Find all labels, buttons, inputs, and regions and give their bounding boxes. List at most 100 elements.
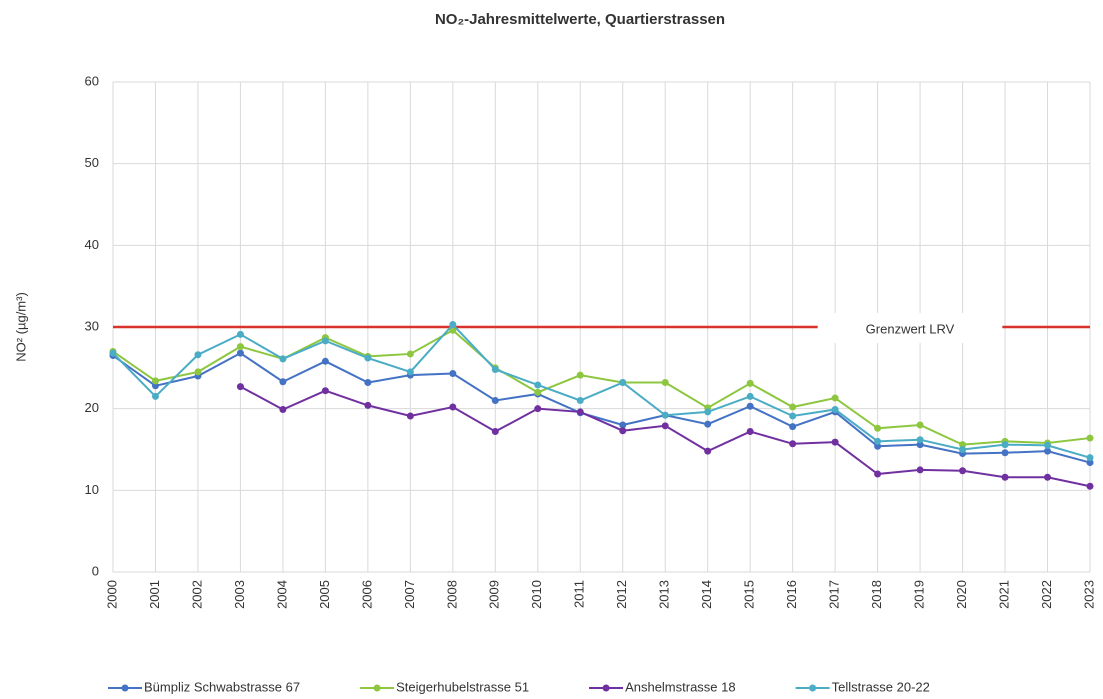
point xyxy=(746,428,754,436)
point xyxy=(1086,434,1094,442)
x-tick-label: 2023 xyxy=(1081,580,1096,609)
x-tick-label: 2018 xyxy=(869,580,884,609)
point xyxy=(534,381,542,389)
point xyxy=(321,357,329,365)
legend-marker xyxy=(373,684,381,692)
point xyxy=(704,420,712,428)
point xyxy=(1044,447,1052,455)
point xyxy=(704,447,712,455)
point xyxy=(364,379,372,387)
legend-label: Anshelmstrasse 18 xyxy=(625,679,736,694)
point xyxy=(789,412,797,420)
point xyxy=(321,387,329,395)
y-tick-label: 10 xyxy=(85,482,99,497)
chart-title: NO₂-Jahresmittelwerte, Quartierstrassen xyxy=(435,11,725,28)
y-tick-label: 30 xyxy=(85,318,99,333)
point xyxy=(491,428,499,436)
x-tick-label: 2001 xyxy=(147,580,162,609)
point xyxy=(959,446,967,453)
x-tick-label: 2010 xyxy=(529,580,544,609)
legend-label: Bümpliz Schwabstrasse 67 xyxy=(144,679,300,694)
legend-item: Bümpliz Schwabstrasse 67 xyxy=(108,679,300,694)
point xyxy=(1044,441,1052,449)
point xyxy=(534,405,542,413)
x-tick-label: 2004 xyxy=(274,580,289,609)
point xyxy=(789,403,797,411)
point xyxy=(959,441,967,449)
y-tick-label: 20 xyxy=(85,400,99,415)
point xyxy=(279,355,287,363)
point xyxy=(491,365,499,373)
point xyxy=(406,368,414,376)
x-tick-label: 2021 xyxy=(996,580,1011,609)
legend-marker xyxy=(602,684,610,692)
legend-label: Steigerhubelstrasse 51 xyxy=(396,679,529,694)
point xyxy=(1086,459,1094,467)
point xyxy=(1001,449,1009,457)
point xyxy=(406,350,414,358)
point xyxy=(236,383,244,391)
point xyxy=(1001,441,1009,449)
point xyxy=(789,440,797,448)
series-line xyxy=(112,323,1091,459)
point xyxy=(831,438,839,446)
point xyxy=(364,401,372,409)
point xyxy=(279,405,287,413)
point xyxy=(916,436,924,444)
point xyxy=(746,392,754,400)
point xyxy=(194,368,202,376)
point xyxy=(236,330,244,338)
series-line xyxy=(112,329,1091,446)
point xyxy=(831,394,839,402)
series-line xyxy=(112,351,1091,464)
point xyxy=(619,379,627,387)
point xyxy=(321,337,329,345)
point xyxy=(619,421,627,429)
x-tick-label: 2016 xyxy=(784,580,799,609)
point xyxy=(449,403,457,411)
point xyxy=(874,470,882,478)
point xyxy=(874,442,882,450)
legend-item: Tellstrasse 20-22 xyxy=(795,679,930,694)
point xyxy=(576,408,584,416)
x-tick-label: 2008 xyxy=(444,580,459,609)
y-axis-label: NO² (µg/m³) xyxy=(13,292,28,362)
point xyxy=(449,326,457,334)
point xyxy=(1086,482,1094,490)
point xyxy=(1086,454,1094,462)
y-tick-label: 50 xyxy=(85,155,99,170)
x-tick-label: 2012 xyxy=(614,580,629,609)
point xyxy=(874,437,882,445)
point xyxy=(1001,473,1009,481)
point xyxy=(746,402,754,410)
point xyxy=(831,405,839,413)
reference-label: Grenzwert LRV xyxy=(866,321,955,336)
point xyxy=(576,371,584,379)
x-tick-label: 2000 xyxy=(104,580,119,609)
point xyxy=(619,427,627,435)
x-tick-label: 2009 xyxy=(487,580,502,609)
x-tick-label: 2006 xyxy=(359,580,374,609)
point xyxy=(109,349,117,357)
point xyxy=(916,421,924,429)
x-tick-label: 2022 xyxy=(1039,580,1054,609)
point xyxy=(661,411,669,419)
point xyxy=(661,422,669,430)
point xyxy=(151,382,159,390)
x-tick-label: 2013 xyxy=(657,580,672,609)
point xyxy=(534,388,542,396)
legend-label: Tellstrasse 20-22 xyxy=(832,679,930,694)
point xyxy=(236,349,244,357)
point xyxy=(1044,473,1052,481)
point xyxy=(576,397,584,404)
x-tick-label: 2002 xyxy=(189,580,204,609)
point xyxy=(746,379,754,387)
x-tick-label: 2017 xyxy=(827,580,842,609)
legend-item: Steigerhubelstrasse 51 xyxy=(360,679,529,694)
point xyxy=(194,351,202,359)
x-tick-label: 2014 xyxy=(699,580,714,609)
point xyxy=(236,343,244,351)
reference-label-bg xyxy=(817,313,1003,343)
point xyxy=(916,441,924,449)
